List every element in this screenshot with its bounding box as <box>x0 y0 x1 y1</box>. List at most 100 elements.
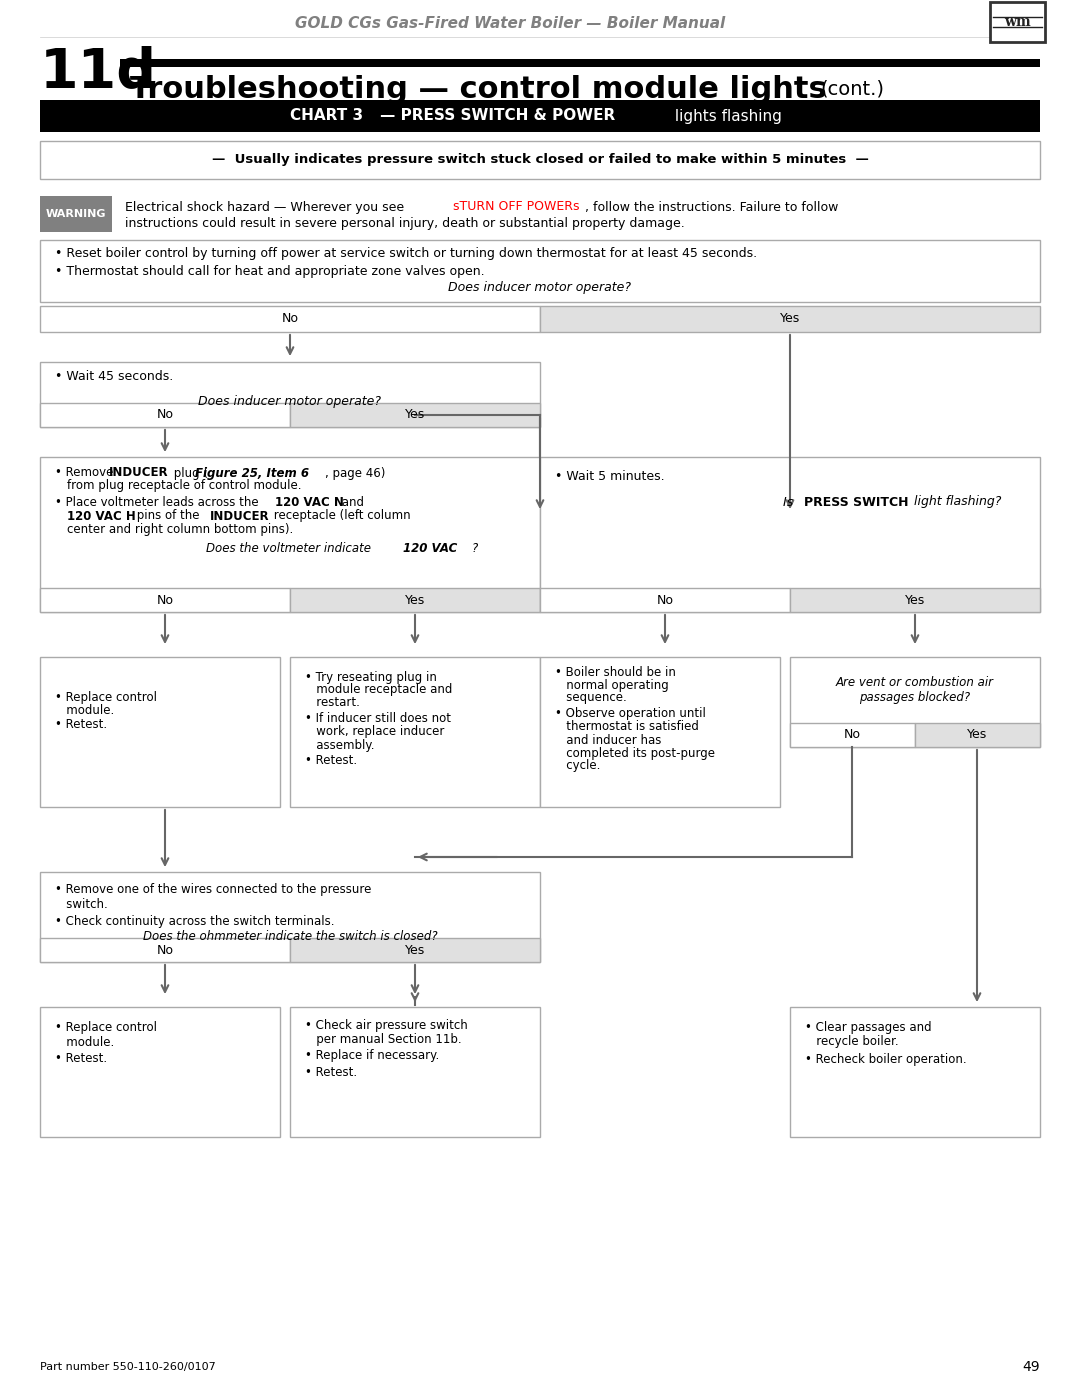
Text: • Retest.: • Retest. <box>305 754 357 767</box>
Text: passages blocked?: passages blocked? <box>860 690 971 704</box>
FancyBboxPatch shape <box>540 588 789 612</box>
Text: • Check continuity across the switch terminals.: • Check continuity across the switch ter… <box>55 915 335 928</box>
FancyBboxPatch shape <box>789 588 1040 612</box>
Text: restart.: restart. <box>305 697 360 710</box>
Text: • Clear passages and: • Clear passages and <box>805 1020 932 1034</box>
FancyBboxPatch shape <box>40 1007 280 1137</box>
Text: 11d: 11d <box>40 45 157 99</box>
Text: Yes: Yes <box>905 594 926 606</box>
FancyBboxPatch shape <box>291 937 540 963</box>
Text: INDUCER: INDUCER <box>109 467 168 479</box>
FancyBboxPatch shape <box>291 657 540 807</box>
Text: • Thermostat should call for heat and appropriate zone valves open.: • Thermostat should call for heat and ap… <box>55 265 485 278</box>
Text: instructions could result in severe personal injury, death or substantial proper: instructions could result in severe pers… <box>125 217 685 229</box>
Text: wm: wm <box>1003 15 1030 29</box>
Text: Is: Is <box>783 496 797 509</box>
Text: 120 VAC N: 120 VAC N <box>275 496 343 510</box>
Text: Yes: Yes <box>405 943 426 957</box>
Text: cycle.: cycle. <box>555 760 600 773</box>
FancyBboxPatch shape <box>789 1007 1040 1137</box>
Text: • Remove one of the wires connected to the pressure: • Remove one of the wires connected to t… <box>55 883 372 895</box>
Text: • Replace if necessary.: • Replace if necessary. <box>305 1049 440 1062</box>
FancyBboxPatch shape <box>40 457 540 612</box>
FancyBboxPatch shape <box>540 306 1040 332</box>
Text: • Retest.: • Retest. <box>55 1052 107 1066</box>
Text: No: No <box>157 594 174 606</box>
Text: Does the ohmmeter indicate the switch is closed?: Does the ohmmeter indicate the switch is… <box>143 930 437 943</box>
FancyBboxPatch shape <box>40 240 1040 302</box>
Text: 120 VAC H: 120 VAC H <box>67 510 136 522</box>
FancyBboxPatch shape <box>789 657 1040 747</box>
Text: pins of the: pins of the <box>133 510 203 522</box>
FancyBboxPatch shape <box>291 402 540 427</box>
Text: Yes: Yes <box>967 728 987 742</box>
Text: No: No <box>657 594 674 606</box>
Text: from plug receptacle of control module.: from plug receptacle of control module. <box>67 479 301 493</box>
Text: Yes: Yes <box>780 313 800 326</box>
Text: normal operating: normal operating <box>555 679 669 692</box>
Text: and inducer has: and inducer has <box>555 733 661 746</box>
Text: Yes: Yes <box>405 408 426 422</box>
Text: INDUCER: INDUCER <box>210 510 270 522</box>
Text: • Wait 5 minutes.: • Wait 5 minutes. <box>555 471 664 483</box>
FancyBboxPatch shape <box>789 724 915 747</box>
FancyBboxPatch shape <box>915 724 1040 747</box>
FancyBboxPatch shape <box>540 457 1040 612</box>
FancyBboxPatch shape <box>40 588 291 612</box>
FancyBboxPatch shape <box>40 937 291 963</box>
Text: Electrical shock hazard — Wherever you see: Electrical shock hazard — Wherever you s… <box>125 201 408 214</box>
Text: No: No <box>843 728 861 742</box>
Text: 120 VAC: 120 VAC <box>403 542 457 555</box>
Text: • Replace control: • Replace control <box>55 690 157 704</box>
Text: ?: ? <box>472 542 478 555</box>
Text: , follow the instructions. Failure to follow: , follow the instructions. Failure to fo… <box>585 201 838 214</box>
Text: module receptacle and: module receptacle and <box>305 683 453 697</box>
Text: • Replace control: • Replace control <box>55 1020 157 1034</box>
Text: • Observe operation until: • Observe operation until <box>555 707 706 721</box>
Text: No: No <box>157 943 174 957</box>
Text: PRESS SWITCH: PRESS SWITCH <box>804 496 908 509</box>
Text: No: No <box>282 313 298 326</box>
Text: Troubleshooting — control module lights: Troubleshooting — control module lights <box>130 74 827 103</box>
FancyBboxPatch shape <box>120 59 1040 67</box>
Text: completed its post-purge: completed its post-purge <box>555 746 715 760</box>
Text: Does the voltmeter indicate: Does the voltmeter indicate <box>205 542 375 555</box>
FancyBboxPatch shape <box>40 306 540 332</box>
Text: sequence.: sequence. <box>555 692 626 704</box>
Text: plug (: plug ( <box>170 467 208 479</box>
Text: Does inducer motor operate?: Does inducer motor operate? <box>199 395 381 408</box>
Text: • Place voltmeter leads across the: • Place voltmeter leads across the <box>55 496 262 510</box>
Text: work, replace inducer: work, replace inducer <box>305 725 444 739</box>
Text: Yes: Yes <box>405 594 426 606</box>
Text: • Wait 45 seconds.: • Wait 45 seconds. <box>55 370 173 384</box>
FancyBboxPatch shape <box>990 1 1045 42</box>
Text: sTURN OFF POWERs: sTURN OFF POWERs <box>453 201 580 214</box>
FancyBboxPatch shape <box>40 872 540 963</box>
Text: • Remove: • Remove <box>55 467 117 479</box>
Text: • Boiler should be in: • Boiler should be in <box>555 665 676 679</box>
Text: • If inducer still does not: • If inducer still does not <box>305 712 451 725</box>
Text: • Retest.: • Retest. <box>55 718 107 732</box>
Text: • Recheck boiler operation.: • Recheck boiler operation. <box>805 1052 967 1066</box>
Text: WARNING: WARNING <box>45 210 106 219</box>
Text: lights flashing: lights flashing <box>670 109 782 123</box>
Text: receptacle (left column: receptacle (left column <box>270 510 410 522</box>
FancyBboxPatch shape <box>40 196 112 232</box>
Text: Are vent or combustion air: Are vent or combustion air <box>836 676 994 689</box>
FancyBboxPatch shape <box>40 101 1040 131</box>
Text: —  Usually indicates pressure switch stuck closed or failed to make within 5 min: — Usually indicates pressure switch stuc… <box>212 154 868 166</box>
Text: Part number 550-110-260/0107: Part number 550-110-260/0107 <box>40 1362 216 1372</box>
Text: Figure 25, Item 6: Figure 25, Item 6 <box>195 467 309 479</box>
FancyBboxPatch shape <box>291 1007 540 1137</box>
Text: • Reset boiler control by turning off power at service switch or turning down th: • Reset boiler control by turning off po… <box>55 247 757 260</box>
Text: recycle boiler.: recycle boiler. <box>805 1035 899 1049</box>
Text: module.: module. <box>55 1035 114 1049</box>
Text: No: No <box>157 408 174 422</box>
Text: per manual Section 11b.: per manual Section 11b. <box>305 1032 461 1045</box>
FancyBboxPatch shape <box>40 362 540 427</box>
Text: light flashing?: light flashing? <box>910 496 1001 509</box>
FancyBboxPatch shape <box>291 588 540 612</box>
Text: , page 46): , page 46) <box>325 467 386 479</box>
Text: 49: 49 <box>1023 1361 1040 1375</box>
Text: CHART 3: CHART 3 <box>291 109 363 123</box>
